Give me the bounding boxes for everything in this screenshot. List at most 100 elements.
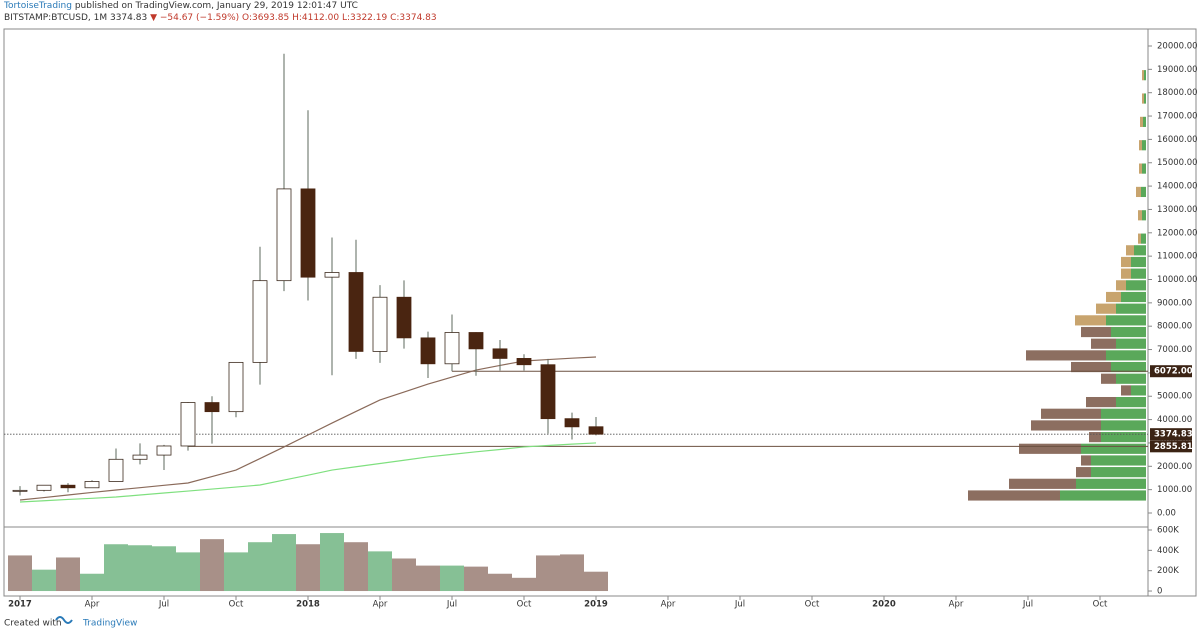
x-tick-label: Jul <box>446 600 457 610</box>
moving-average <box>19 356 597 501</box>
volume-bar <box>200 539 224 592</box>
y-tick-label: 15000.00 <box>1157 158 1198 168</box>
volume-bar <box>464 566 488 592</box>
volume-bar <box>344 542 368 592</box>
volume-bar <box>152 546 176 592</box>
x-tick-label: Oct <box>517 600 532 610</box>
profile-down <box>1142 70 1144 81</box>
volume-bar <box>224 552 248 592</box>
x-tick-label: Jul <box>734 600 745 610</box>
candle-body <box>84 481 100 489</box>
profile-down <box>1142 93 1144 104</box>
candle-body <box>588 426 604 435</box>
candle-body <box>492 348 508 359</box>
profile-down <box>968 490 1060 501</box>
profile-down <box>1140 116 1143 127</box>
x-tick-label: Oct <box>229 600 244 610</box>
profile-up <box>1131 385 1146 396</box>
candle-body <box>372 296 388 352</box>
volume-bar <box>416 565 440 592</box>
price-label-box <box>1150 365 1192 378</box>
profile-up <box>1101 420 1146 431</box>
profile-down <box>1139 140 1142 151</box>
x-tick-label: Apr <box>949 600 964 610</box>
volume-bar <box>536 555 560 592</box>
candle-body <box>132 454 148 460</box>
profile-down <box>1091 338 1116 349</box>
y-tick-label: 17000.00 <box>1157 112 1198 122</box>
y-tick-label: 12000.00 <box>1157 228 1198 238</box>
profile-down <box>1121 268 1131 279</box>
volume-tick-label: 0 <box>1157 587 1162 597</box>
candle-body <box>252 280 268 363</box>
ohlc: O:3693.85 H:4112.00 L:3322.19 C:3374.83 <box>242 13 437 23</box>
candle-body <box>420 337 436 365</box>
candle-body <box>12 489 28 492</box>
volume-bar <box>80 573 104 592</box>
profile-up <box>1076 478 1146 489</box>
profile-down <box>1081 455 1091 466</box>
profile-down <box>1019 443 1081 454</box>
x-tick-label: 2017 <box>8 600 32 610</box>
volume-bar <box>32 569 56 592</box>
moving-average <box>19 442 597 503</box>
y-tick-label: 20000.00 <box>1157 41 1198 51</box>
x-tick-label: Apr <box>661 600 676 610</box>
profile-up <box>1144 93 1146 104</box>
profile-down <box>1071 361 1111 373</box>
candle-body <box>156 445 172 456</box>
profile-up <box>1141 233 1146 244</box>
x-tick-label: 2019 <box>584 600 608 610</box>
y-tick-label: 18000.00 <box>1157 88 1198 98</box>
candle-body <box>300 188 316 278</box>
volume-bar <box>560 554 584 592</box>
price-label: 3374.83 <box>1154 430 1193 440</box>
candle-body <box>564 418 580 428</box>
profile-down <box>1121 385 1131 396</box>
volume-bar <box>248 542 272 592</box>
volume-bar <box>176 552 200 592</box>
profile-down <box>1031 420 1101 431</box>
x-tick-label: Apr <box>373 600 388 610</box>
profile-down <box>1096 303 1116 314</box>
y-tick-label: 1000.00 <box>1157 485 1192 495</box>
x-tick-label: Jul <box>158 600 169 610</box>
y-tick-label: 14000.00 <box>1157 182 1198 192</box>
profile-up <box>1131 256 1146 268</box>
volume-bar <box>128 545 152 592</box>
profile-down <box>1086 396 1116 408</box>
price-label: 2855.81 <box>1154 442 1193 452</box>
footer-brand[interactable]: TradingView <box>82 619 137 629</box>
candle-body <box>36 484 52 491</box>
publish-line: TortoiseTrading published on TradingView… <box>4 1 358 11</box>
candle-body <box>204 402 220 413</box>
published: published on TradingView.com, January 29… <box>74 1 358 11</box>
profile-down <box>1139 163 1142 174</box>
y-tick-label: 2000.00 <box>1157 462 1192 472</box>
y-tick-label: 7000.00 <box>1157 345 1192 355</box>
x-tick-label: Apr <box>85 600 100 610</box>
y-tick-label: 9000.00 <box>1157 298 1192 308</box>
profile-up <box>1126 280 1146 291</box>
y-tick-label: 8000.00 <box>1157 322 1192 332</box>
author[interactable]: TortoiseTrading <box>4 1 72 11</box>
profile-down <box>1009 478 1076 489</box>
profile-up <box>1142 210 1146 221</box>
y-tick-label: 16000.00 <box>1157 135 1198 145</box>
profile-down <box>1101 373 1116 384</box>
profile-up <box>1116 373 1146 384</box>
candle-body <box>540 364 556 420</box>
logo <box>55 616 73 624</box>
candle-body <box>180 402 196 447</box>
price-label-box <box>1150 440 1192 453</box>
profile-up <box>1111 326 1146 338</box>
profile-up <box>1131 268 1146 279</box>
symbol-line: BITSTAMP:BTCUSD, 1M 3374.83 ▼ −54.67 (−1… <box>4 13 437 23</box>
profile-up <box>1116 338 1146 349</box>
price-label-box <box>1150 428 1192 441</box>
price: 3374.83 <box>109 13 148 23</box>
volume-bar <box>584 571 608 592</box>
candle-body <box>276 188 292 282</box>
volume-tick-label: 600K <box>1157 526 1179 536</box>
